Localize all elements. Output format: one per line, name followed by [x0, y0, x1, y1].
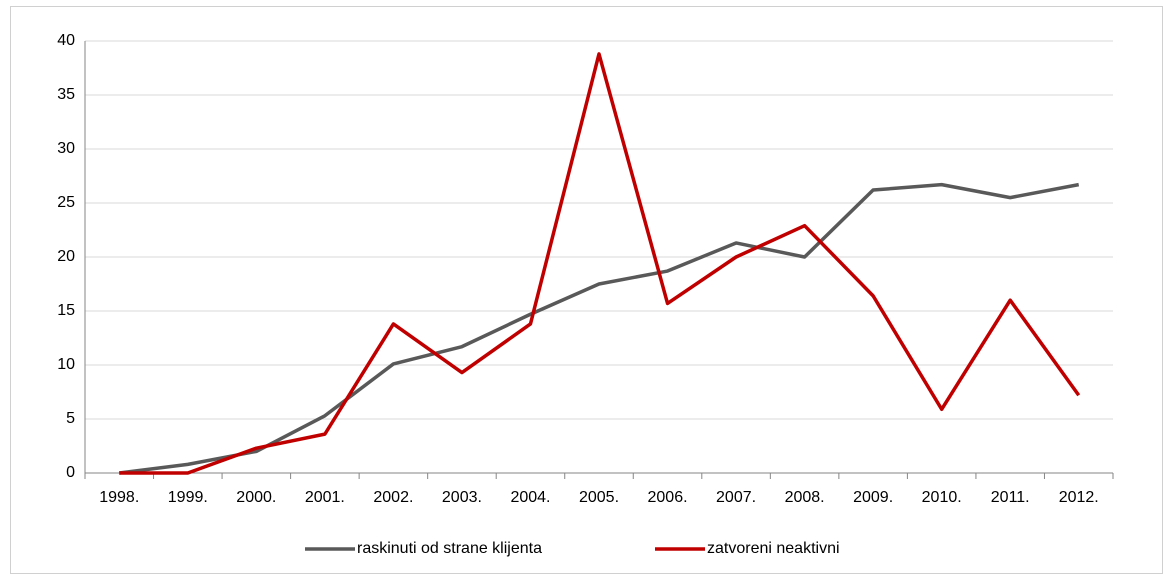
x-tick-label: 2006. [648, 489, 688, 506]
y-tick-label: 15 [57, 302, 75, 319]
y-tick-label: 10 [57, 356, 75, 373]
y-tick-label: 25 [57, 194, 75, 211]
legend-label: zatvoreni neaktivni [707, 540, 840, 557]
x-tick-label: 2009. [853, 489, 893, 506]
x-tick-label: 2012. [1059, 489, 1099, 506]
legend-label: raskinuti od strane klijenta [357, 540, 542, 557]
x-tick-label: 2008. [785, 489, 825, 506]
x-tick-label: 2003. [442, 489, 482, 506]
x-tick-label: 1999. [168, 489, 208, 506]
y-tick-label: 0 [66, 464, 75, 481]
y-tick-label: 40 [57, 32, 75, 49]
series-line [119, 52, 1081, 475]
x-tick-label: 1998. [99, 489, 139, 506]
x-tick-label: 2004. [510, 489, 550, 506]
series-line [119, 182, 1080, 475]
x-tick-label: 2001. [305, 489, 345, 506]
x-tick-label: 2002. [373, 489, 413, 506]
y-tick-label: 5 [66, 410, 75, 427]
x-tick-label: 2010. [922, 489, 962, 506]
x-tick-label: 2005. [579, 489, 619, 506]
x-tick-label: 2011. [991, 489, 1030, 506]
x-tick-label: 2007. [716, 489, 756, 506]
y-tick-label: 30 [57, 140, 75, 157]
y-tick-label: 35 [57, 86, 75, 103]
x-tick-label: 2000. [236, 489, 276, 506]
y-tick-label: 20 [57, 248, 75, 265]
